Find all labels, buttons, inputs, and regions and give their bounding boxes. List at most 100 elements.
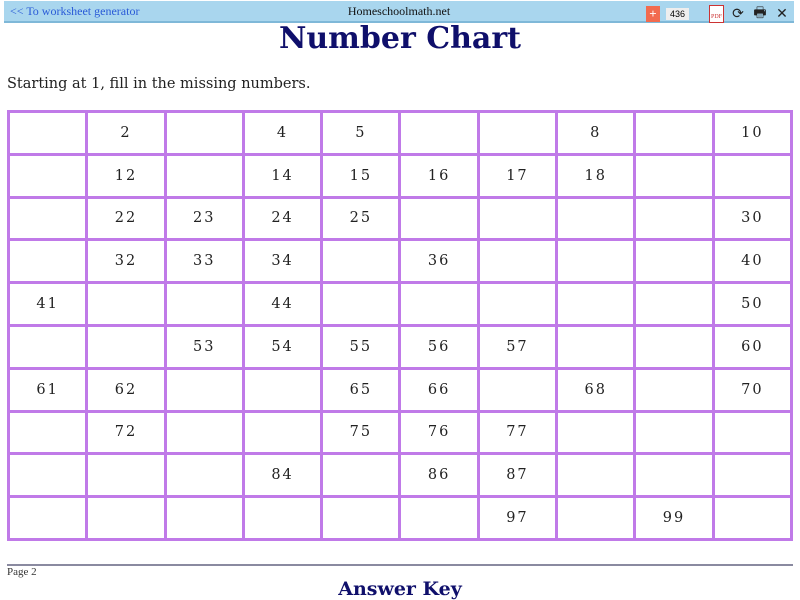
grid-cell[interactable] [555, 452, 637, 499]
grid-cell[interactable] [633, 238, 715, 285]
grid-cell: 70 [711, 366, 794, 413]
grid-cell: 61 [6, 366, 89, 413]
grid-cell[interactable] [163, 110, 245, 156]
grid-cell: 77 [476, 409, 559, 456]
grid-cell[interactable] [711, 152, 794, 199]
grid-row: 2 4 5 8 10 [6, 110, 794, 156]
grid-cell: 68 [555, 366, 637, 413]
grid-cell: 65 [320, 366, 402, 413]
close-icon[interactable]: ✕ [776, 6, 788, 22]
grid-cell[interactable] [163, 452, 245, 499]
page-divider [7, 564, 793, 566]
grid-cell[interactable] [555, 409, 637, 456]
grid-cell[interactable] [633, 452, 715, 499]
grid-cell: 22 [85, 195, 167, 242]
grid-cell[interactable] [163, 152, 245, 199]
share-count: 436 [665, 8, 689, 20]
grid-cell[interactable] [633, 409, 715, 456]
grid-cell[interactable] [711, 452, 794, 499]
grid-cell[interactable] [555, 281, 637, 327]
grid-cell[interactable] [85, 323, 167, 370]
grid-row: 22 23 24 25 30 [6, 195, 794, 242]
grid-cell[interactable] [711, 409, 794, 456]
page-title: Number Chart [278, 21, 522, 56]
toolbar: << To worksheet generator Homeschoolmath… [4, 1, 794, 23]
grid-cell[interactable] [6, 152, 89, 199]
grid-row: 53 54 55 56 57 60 [6, 323, 794, 370]
grid-row: 12 14 15 16 17 18 [6, 152, 794, 199]
grid-cell: 30 [711, 195, 794, 242]
grid-cell: 41 [6, 281, 89, 327]
grid-cell[interactable] [241, 495, 324, 541]
grid-cell: 54 [241, 323, 324, 370]
grid-cell: 86 [398, 452, 480, 499]
grid-cell[interactable] [476, 281, 559, 327]
grid-cell[interactable] [633, 152, 715, 199]
grid-cell: 32 [85, 238, 167, 285]
grid-cell[interactable] [163, 409, 245, 456]
grid-cell[interactable] [476, 366, 559, 413]
grid-row: 97 99 [6, 495, 794, 541]
grid-cell[interactable] [476, 110, 559, 156]
grid-cell: 34 [241, 238, 324, 285]
grid-cell[interactable] [555, 495, 637, 541]
grid-row: 72 75 76 77 [6, 409, 794, 456]
grid-cell: 84 [241, 452, 324, 499]
grid-cell[interactable] [633, 366, 715, 413]
back-to-worksheet-generator-link[interactable]: << To worksheet generator [10, 4, 140, 18]
grid-cell: 4 [241, 110, 324, 156]
grid-cell: 33 [163, 238, 245, 285]
grid-cell[interactable] [163, 366, 245, 413]
grid-cell[interactable] [163, 281, 245, 327]
grid-cell: 99 [633, 495, 715, 541]
add-button[interactable]: + [645, 6, 660, 22]
grid-cell[interactable] [476, 195, 559, 242]
grid-cell[interactable] [320, 495, 402, 541]
grid-row: 61 62 65 66 68 70 [6, 366, 794, 413]
grid-cell[interactable] [320, 452, 402, 499]
grid-cell[interactable] [555, 238, 637, 285]
grid-cell[interactable] [163, 495, 245, 541]
grid-cell[interactable] [633, 195, 715, 242]
grid-cell[interactable] [711, 495, 794, 541]
grid-cell[interactable] [633, 281, 715, 327]
grid-cell[interactable] [633, 110, 715, 156]
grid-cell[interactable] [398, 281, 480, 327]
grid-cell[interactable] [241, 366, 324, 413]
grid-cell[interactable] [6, 195, 89, 242]
grid-cell[interactable] [398, 195, 480, 242]
grid-cell: 97 [476, 495, 559, 541]
grid-cell: 24 [241, 195, 324, 242]
grid-cell[interactable] [6, 110, 89, 156]
grid-cell: 60 [711, 323, 794, 370]
print-icon[interactable]: 🖶 [753, 6, 767, 21]
pdf-icon[interactable]: PDF [709, 5, 724, 23]
grid-cell: 16 [398, 152, 480, 199]
grid-cell[interactable] [85, 452, 167, 499]
refresh-icon[interactable]: ⟳ [732, 6, 744, 22]
grid-cell[interactable] [320, 238, 402, 285]
grid-cell: 57 [476, 323, 559, 370]
grid-cell: 56 [398, 323, 480, 370]
grid-row: 84 86 87 [6, 452, 794, 499]
grid-cell: 23 [163, 195, 245, 242]
grid-cell[interactable] [6, 238, 89, 285]
grid-cell: 72 [85, 409, 167, 456]
grid-cell[interactable] [476, 238, 559, 285]
grid-cell[interactable] [6, 452, 89, 499]
grid-cell[interactable] [320, 281, 402, 327]
grid-cell[interactable] [85, 495, 167, 541]
grid-cell[interactable] [241, 409, 324, 456]
grid-cell[interactable] [555, 195, 637, 242]
grid-cell[interactable] [6, 323, 89, 370]
grid-row: 41 44 50 [6, 281, 794, 327]
grid-cell[interactable] [633, 323, 715, 370]
grid-cell[interactable] [85, 281, 167, 327]
grid-cell: 5 [320, 110, 402, 156]
grid-cell: 40 [711, 238, 794, 285]
grid-cell[interactable] [398, 495, 480, 541]
grid-cell[interactable] [398, 110, 480, 156]
grid-cell[interactable] [555, 323, 637, 370]
grid-cell[interactable] [6, 409, 89, 456]
grid-cell[interactable] [6, 495, 89, 541]
